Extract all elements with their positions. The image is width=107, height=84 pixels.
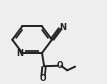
- Text: O: O: [57, 61, 63, 70]
- Text: N: N: [59, 23, 66, 32]
- Text: N: N: [16, 49, 23, 58]
- Text: O: O: [40, 74, 46, 83]
